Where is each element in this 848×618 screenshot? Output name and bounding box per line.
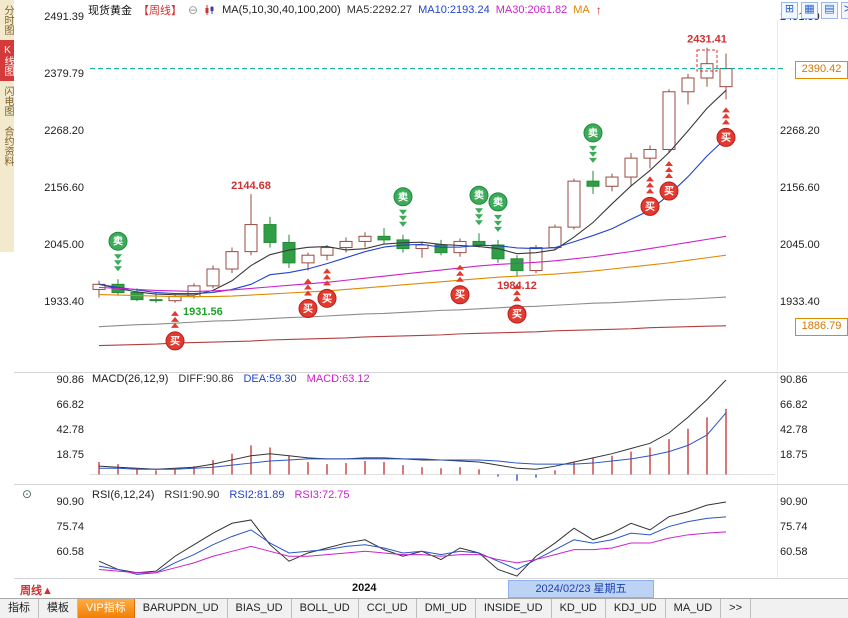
- buy-signal: 买: [165, 310, 185, 351]
- svg-text:买: 买: [322, 293, 332, 305]
- panel-separator: [14, 372, 848, 373]
- sidebar: 分时图 K线图闪电图合约资料: [0, 0, 14, 252]
- panel-separator: [14, 578, 848, 579]
- layout-list-icon[interactable]: ▤: [821, 1, 838, 19]
- toolbar-tab-12[interactable]: MA_UD: [666, 599, 722, 618]
- toolbar-tab-5[interactable]: BIAS_UD: [228, 599, 292, 618]
- svg-text:卖: 卖: [493, 195, 503, 208]
- period-tag: 【周线】: [138, 5, 182, 17]
- svg-text:买: 买: [170, 335, 180, 347]
- ma5-value: MA5:2292.27: [346, 4, 413, 16]
- layout-grid-icon[interactable]: ⊞: [781, 1, 798, 19]
- toolbar-tab-1[interactable]: 指标: [0, 599, 39, 618]
- x-axis: 周线▲ 2024 2024/02/23 星期五: [0, 579, 848, 598]
- svg-text:买: 买: [664, 186, 674, 198]
- minus-circle-icon[interactable]: ⊖: [188, 3, 199, 17]
- sell-signal: 卖: [488, 192, 508, 232]
- sidebar-tab-4[interactable]: 合约资料: [2, 126, 13, 166]
- symbol-name: 现货黄金: [88, 5, 132, 17]
- sell-signal: 卖: [108, 231, 128, 272]
- layout-quad-icon[interactable]: ▦: [801, 1, 818, 19]
- current-price-box: 2390.42: [795, 60, 848, 79]
- buy-signal: 买: [659, 161, 679, 201]
- price-annotation: 2431.41: [687, 34, 727, 46]
- rsi1-value: RSI1:90.90: [164, 489, 220, 501]
- rsi2-value: RSI2:81.89: [229, 489, 285, 501]
- buy-signal: 买: [507, 284, 527, 324]
- ma-settings-label: MA(5,10,30,40,100,200): [222, 4, 341, 16]
- sidebar-tab-3[interactable]: 闪电图: [2, 86, 13, 116]
- macd-bar-value: MACD:63.12: [306, 373, 370, 385]
- toolbar-tab-2[interactable]: 模板: [39, 599, 78, 618]
- svg-text:卖: 卖: [113, 235, 123, 248]
- indicator-toolbar: 指标 模板 VIP指标 BARUPDN_UD BIAS_UD BOLL_UD CCI_UD D…: [0, 598, 848, 618]
- sell-signal: 卖: [469, 185, 489, 226]
- up-arrow-icon[interactable]: ↑: [595, 3, 602, 17]
- rsi-title: RSI(6,12,24): [92, 489, 155, 501]
- rsi-header: RSI(6,12,24) RSI1:90.90 RSI2:81.89 RSI3:…: [92, 489, 350, 503]
- selected-date-label[interactable]: 2024/02/23 星期五: [508, 580, 654, 598]
- ma200-price-box: 1886.79: [795, 317, 848, 336]
- toolbar-tab-4[interactable]: BARUPDN_UD: [135, 599, 228, 618]
- sidebar-tab-2[interactable]: K线图: [0, 40, 14, 81]
- macd-dea-value: DEA:59.30: [243, 373, 297, 385]
- buy-signal: 买: [716, 107, 736, 147]
- toolbar-tab-9[interactable]: INSIDE_UD: [476, 599, 552, 618]
- triangle-up-icon: ▲: [42, 585, 53, 597]
- kline-mini-icon: [205, 5, 214, 15]
- svg-text:买: 买: [303, 303, 313, 315]
- period-indicator-label: 周线: [20, 585, 42, 597]
- svg-text:卖: 卖: [588, 126, 598, 139]
- ma40-value: MA: [573, 4, 590, 16]
- price-annotation: 2144.68: [231, 180, 271, 192]
- sell-signal: 卖: [583, 123, 603, 163]
- buy-signal: 买: [450, 264, 470, 305]
- svg-text:卖: 卖: [474, 189, 484, 202]
- price-annotation: 1931.56: [183, 306, 223, 318]
- ma30-value: MA30:2061.82: [495, 4, 568, 16]
- forward-icon[interactable]: ≫: [841, 1, 848, 19]
- svg-text:买: 买: [721, 132, 731, 144]
- price-annotation: 1984.12: [497, 280, 537, 292]
- svg-text:卖: 卖: [398, 190, 408, 203]
- layout-icon-group: ⊞ ▦ ▤ ≫: [781, 1, 848, 19]
- axis-separator: [777, 20, 778, 578]
- x-axis-year-label: 2024: [352, 582, 377, 594]
- sell-signal: 卖: [393, 187, 413, 227]
- period-indicator: 周线▲: [20, 582, 53, 598]
- indicator-settings-icon[interactable]: ⊙: [22, 487, 33, 501]
- chart-header: 现货黄金 【周线】 ⊖ MA(5,10,30,40,100,200) MA5:2…: [14, 0, 848, 20]
- macd-title: MACD(26,12,9): [92, 373, 169, 385]
- ma10-value: MA10:2193.24: [418, 4, 490, 16]
- macd-diff-value: DIFF:90.86: [178, 373, 234, 385]
- toolbar-tab-7[interactable]: CCI_UD: [359, 599, 417, 618]
- toolbar-tab-13[interactable]: >>: [721, 599, 752, 618]
- toolbar-tab-8[interactable]: DMI_UD: [417, 599, 476, 618]
- buy-signal: 买: [317, 268, 337, 308]
- buy-signal: 买: [298, 278, 318, 319]
- buy-signal: 买: [640, 176, 660, 216]
- macd-header: MACD(26,12,9) DIFF:90.86 DEA:59.30 MACD:…: [92, 373, 370, 387]
- sidebar-tab-1[interactable]: 分时图: [2, 5, 13, 35]
- panel-separator: [14, 484, 848, 485]
- toolbar-tab-6[interactable]: BOLL_UD: [292, 599, 359, 618]
- toolbar-tab-3[interactable]: VIP指标: [78, 599, 135, 618]
- svg-text:买: 买: [645, 201, 655, 213]
- svg-text:买: 买: [512, 309, 522, 321]
- rsi3-value: RSI3:72.75: [294, 489, 350, 501]
- series-layer: 卖买买买卖买卖卖买卖买买买2144.682431.411931.561984.1…: [90, 34, 784, 577]
- toolbar-tab-10[interactable]: KD_UD: [552, 599, 606, 618]
- toolbar-tab-11[interactable]: KDJ_UD: [606, 599, 666, 618]
- svg-text:买: 买: [455, 289, 465, 301]
